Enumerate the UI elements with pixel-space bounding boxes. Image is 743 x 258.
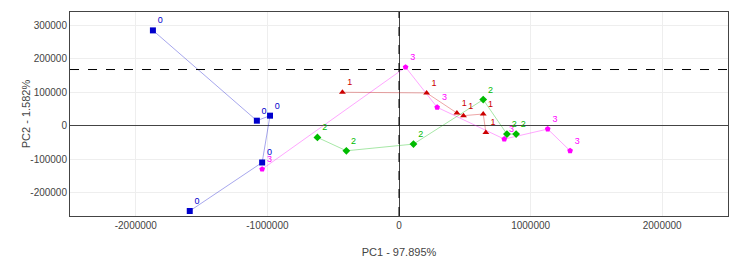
svg-text:2: 2 bbox=[512, 119, 517, 129]
svg-text:3: 3 bbox=[267, 154, 272, 164]
svg-text:0: 0 bbox=[262, 106, 267, 116]
svg-text:1: 1 bbox=[468, 101, 473, 111]
svg-text:2: 2 bbox=[521, 119, 526, 129]
svg-text:-100000: -100000 bbox=[30, 154, 67, 165]
svg-text:1000000: 1000000 bbox=[511, 220, 550, 231]
svg-text:PC1 - 97.895%: PC1 - 97.895% bbox=[362, 246, 437, 258]
svg-text:300000: 300000 bbox=[34, 20, 68, 31]
svg-text:-200000: -200000 bbox=[30, 187, 67, 198]
svg-text:-1000000: -1000000 bbox=[246, 220, 289, 231]
svg-text:0: 0 bbox=[275, 101, 280, 111]
svg-text:3: 3 bbox=[552, 114, 557, 124]
svg-text:2000000: 2000000 bbox=[643, 220, 682, 231]
svg-text:0: 0 bbox=[396, 220, 402, 231]
svg-text:0: 0 bbox=[61, 120, 67, 131]
svg-text:200000: 200000 bbox=[34, 53, 68, 64]
svg-text:3: 3 bbox=[575, 136, 580, 146]
svg-text:2: 2 bbox=[488, 85, 493, 95]
svg-text:2: 2 bbox=[418, 129, 423, 139]
svg-text:1: 1 bbox=[462, 98, 467, 108]
svg-text:1: 1 bbox=[347, 77, 352, 87]
svg-text:3: 3 bbox=[410, 52, 415, 62]
svg-text:-2000000: -2000000 bbox=[115, 220, 158, 231]
svg-text:1: 1 bbox=[488, 99, 493, 109]
svg-text:0: 0 bbox=[267, 147, 272, 157]
svg-text:100000: 100000 bbox=[34, 87, 68, 98]
svg-text:1: 1 bbox=[491, 117, 496, 127]
svg-text:1: 1 bbox=[431, 78, 436, 88]
svg-text:3: 3 bbox=[509, 124, 514, 134]
svg-text:0: 0 bbox=[195, 196, 200, 206]
svg-text:2: 2 bbox=[322, 122, 327, 132]
svg-text:0: 0 bbox=[158, 15, 163, 25]
svg-text:3: 3 bbox=[442, 92, 447, 102]
svg-text:2: 2 bbox=[351, 136, 356, 146]
svg-text:PC2 - 1.582%: PC2 - 1.582% bbox=[20, 80, 32, 149]
